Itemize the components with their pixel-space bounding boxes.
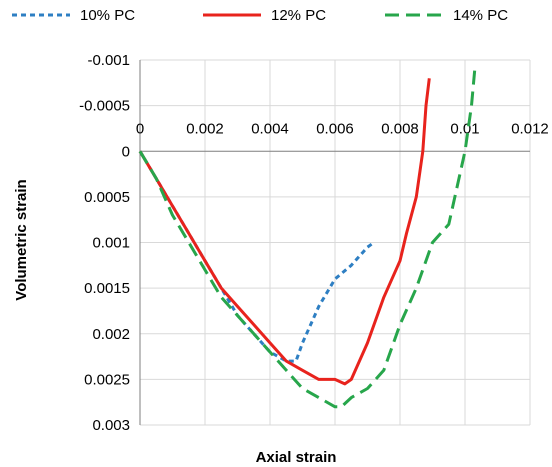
x-tick-label: 0.002	[186, 120, 224, 137]
tick-labels: 0 0.002 0.004 0.006 0.008 0.01 0.012 -0.001 -0.0…	[79, 52, 549, 434]
x-tick-label: 0.012	[511, 120, 549, 137]
x-tick-label: 0.008	[381, 120, 419, 137]
legend-label: 14% PC	[453, 7, 508, 24]
y-tick-label: 0	[122, 143, 130, 160]
x-tick-label: 0.004	[251, 120, 289, 137]
x-tick-label: 0	[136, 120, 144, 137]
y-tick-label: 0.001	[92, 235, 130, 252]
x-tick-label: 0.006	[316, 120, 354, 137]
x-tick-label: 0.01	[450, 120, 479, 137]
y-tick-label: 0.002	[92, 326, 130, 343]
y-tick-label: 0.003	[92, 417, 130, 434]
y-tick-label: 0.0005	[84, 189, 130, 206]
legend: 10% PC 12% PC 14% PC	[12, 7, 508, 24]
y-axis-label: Volumetric strain	[13, 179, 30, 300]
y-tick-label: 0.0025	[84, 371, 130, 388]
series-line-12-pc	[138, 78, 431, 386]
grid	[140, 59, 531, 426]
series-line-14-pc	[138, 68, 477, 409]
y-tick-label: 0.0015	[84, 280, 130, 297]
x-axis-label: Axial strain	[256, 449, 337, 466]
legend-label: 10% PC	[80, 7, 135, 24]
legend-label: 12% PC	[271, 7, 326, 24]
y-tick-label: -0.001	[87, 52, 130, 69]
plot-area	[138, 68, 477, 409]
axes	[139, 60, 530, 425]
y-tick-label: -0.0005	[79, 98, 130, 115]
